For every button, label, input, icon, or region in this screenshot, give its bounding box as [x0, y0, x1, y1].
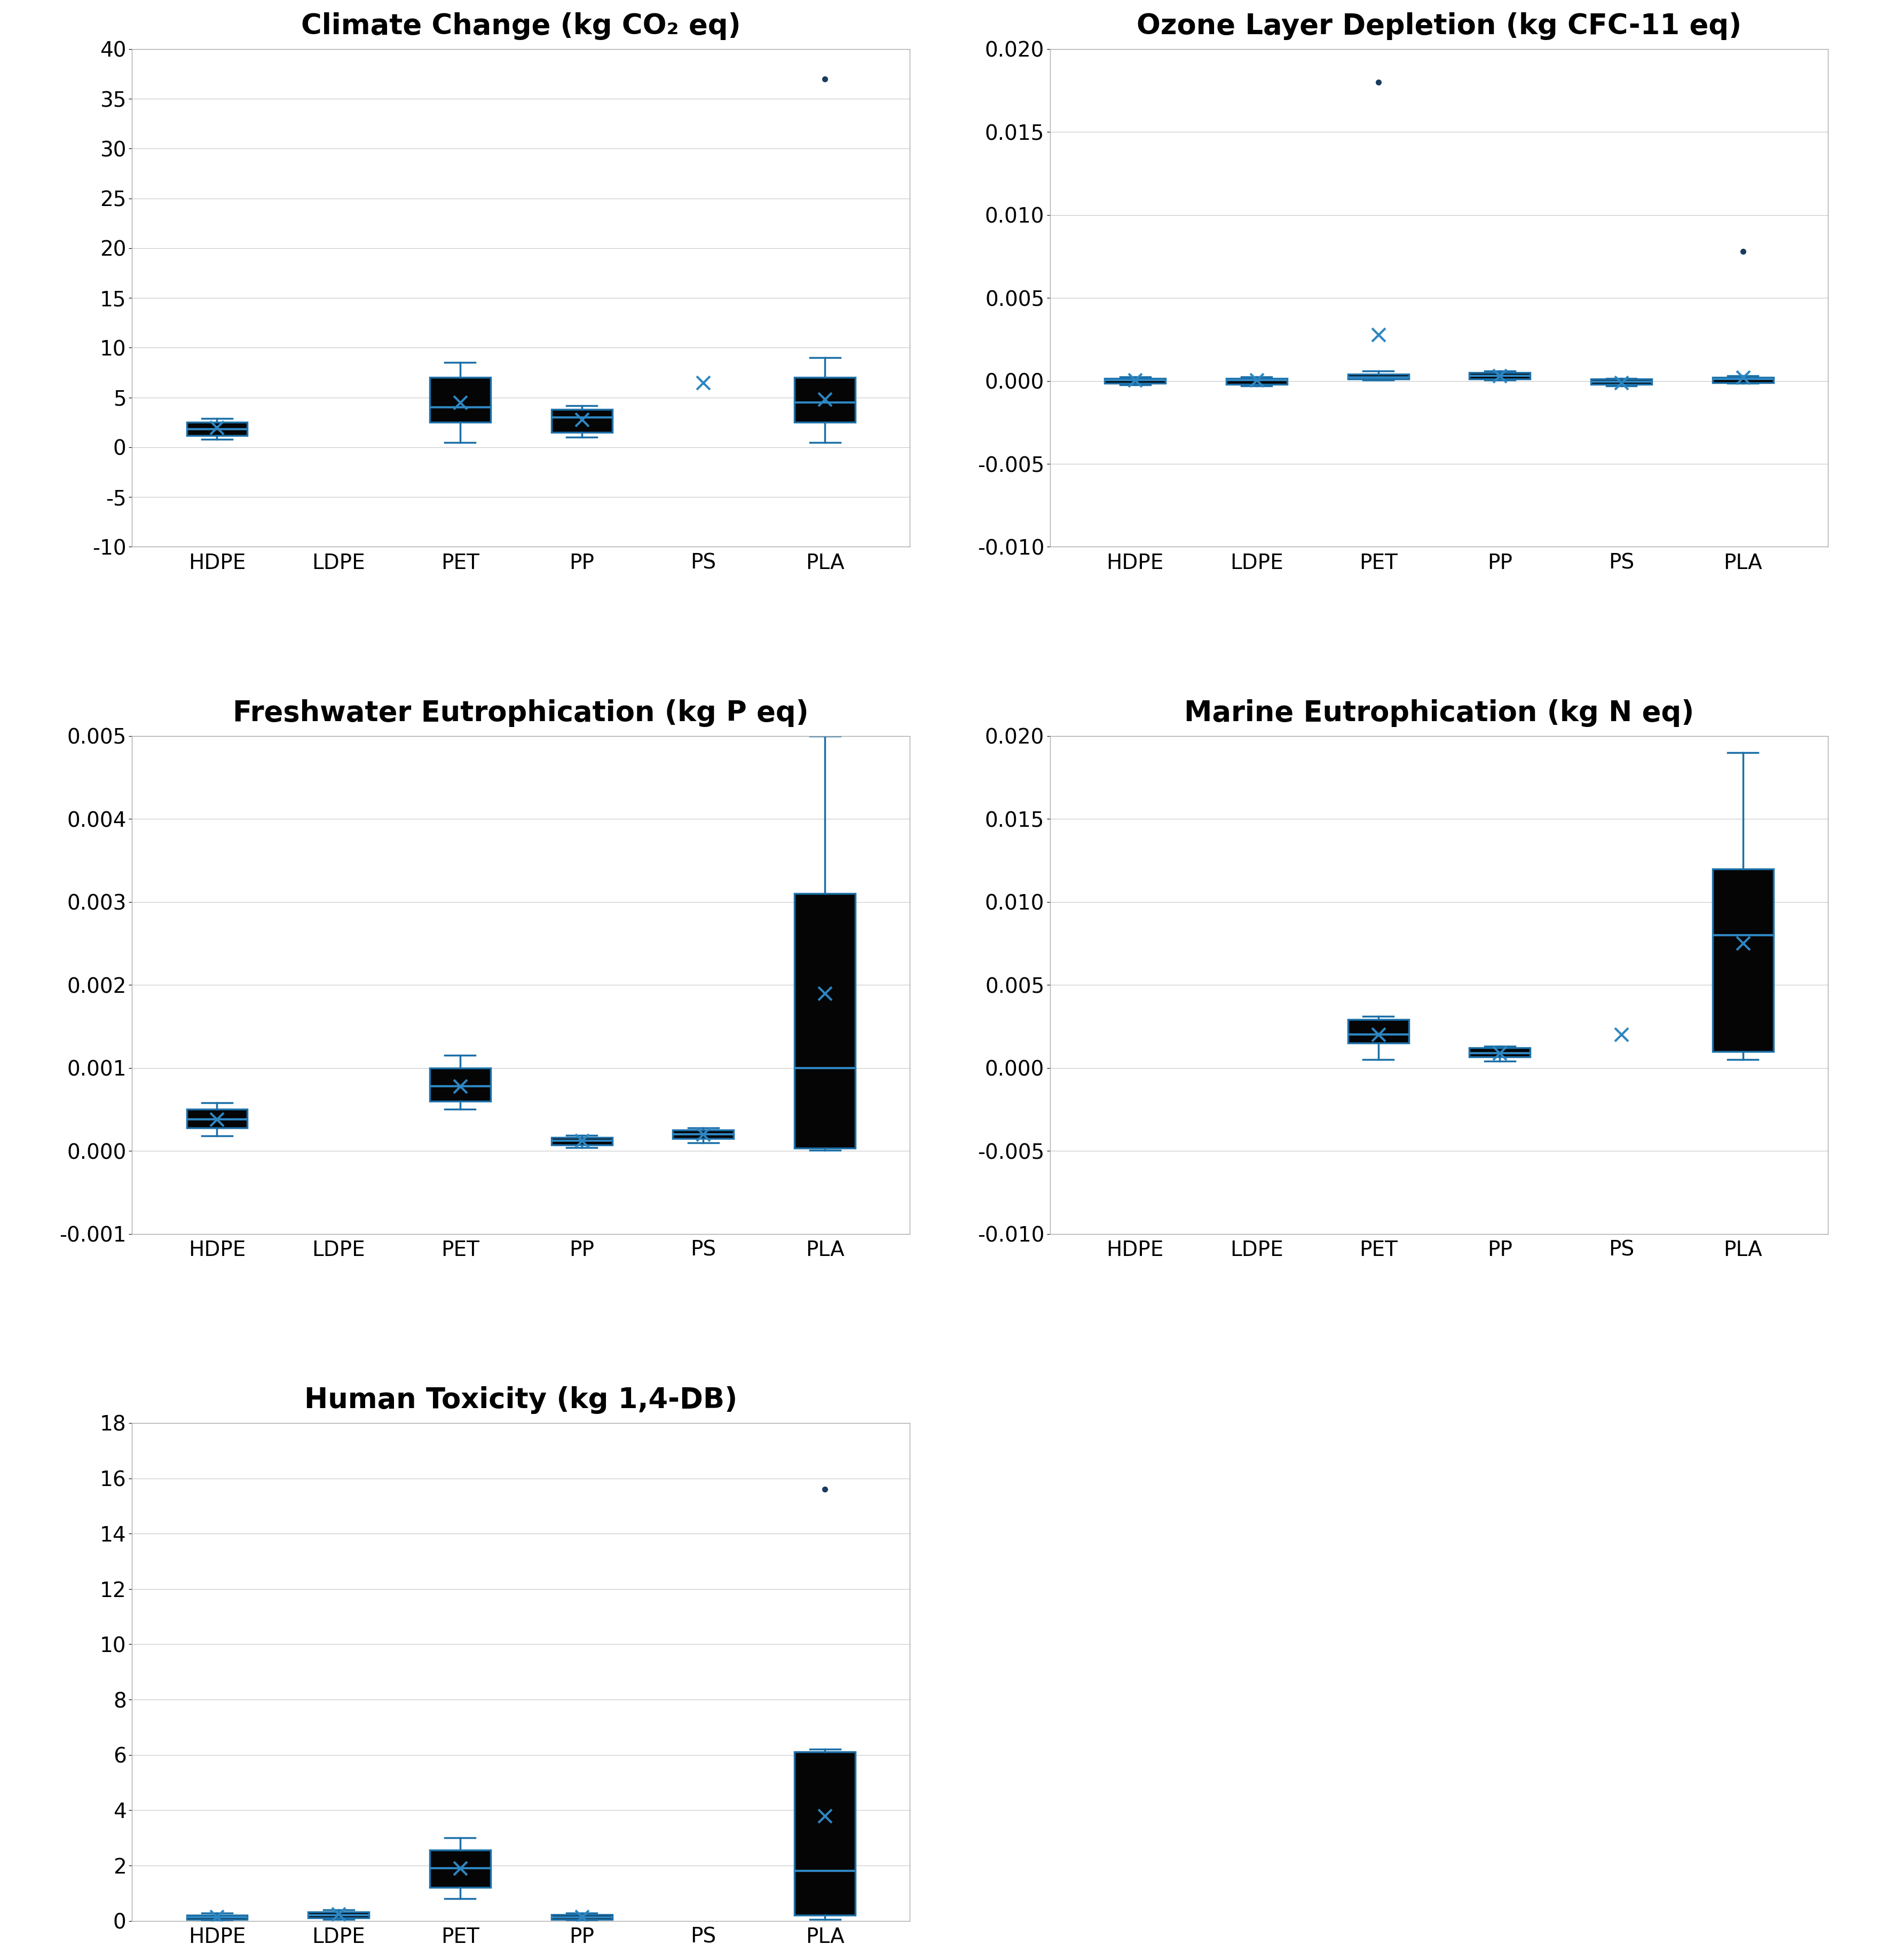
PathPatch shape — [552, 1137, 612, 1145]
Title: Human Toxicity (kg 1,4-DB): Human Toxicity (kg 1,4-DB) — [305, 1386, 737, 1413]
Title: Climate Change (kg CO₂ eq): Climate Change (kg CO₂ eq) — [301, 12, 740, 39]
PathPatch shape — [1347, 1019, 1407, 1043]
PathPatch shape — [430, 378, 490, 421]
PathPatch shape — [795, 1752, 855, 1915]
PathPatch shape — [1226, 378, 1287, 384]
PathPatch shape — [430, 1850, 490, 1887]
PathPatch shape — [552, 410, 612, 433]
PathPatch shape — [187, 1109, 247, 1127]
PathPatch shape — [552, 1915, 612, 1919]
PathPatch shape — [1470, 372, 1530, 378]
PathPatch shape — [1104, 378, 1164, 384]
Title: Marine Eutrophication (kg N eq): Marine Eutrophication (kg N eq) — [1183, 700, 1694, 727]
PathPatch shape — [187, 1915, 247, 1919]
Title: Ozone Layer Depletion (kg CFC-11 eq): Ozone Layer Depletion (kg CFC-11 eq) — [1136, 12, 1741, 39]
PathPatch shape — [1470, 1049, 1530, 1056]
PathPatch shape — [795, 894, 855, 1149]
PathPatch shape — [1713, 378, 1773, 382]
PathPatch shape — [430, 1068, 490, 1102]
PathPatch shape — [1713, 868, 1773, 1051]
PathPatch shape — [1347, 374, 1407, 378]
PathPatch shape — [309, 1911, 369, 1919]
PathPatch shape — [795, 378, 855, 421]
PathPatch shape — [187, 421, 247, 435]
Title: Freshwater Eutrophication (kg P eq): Freshwater Eutrophication (kg P eq) — [234, 700, 808, 727]
PathPatch shape — [673, 1131, 733, 1139]
PathPatch shape — [1590, 378, 1650, 384]
